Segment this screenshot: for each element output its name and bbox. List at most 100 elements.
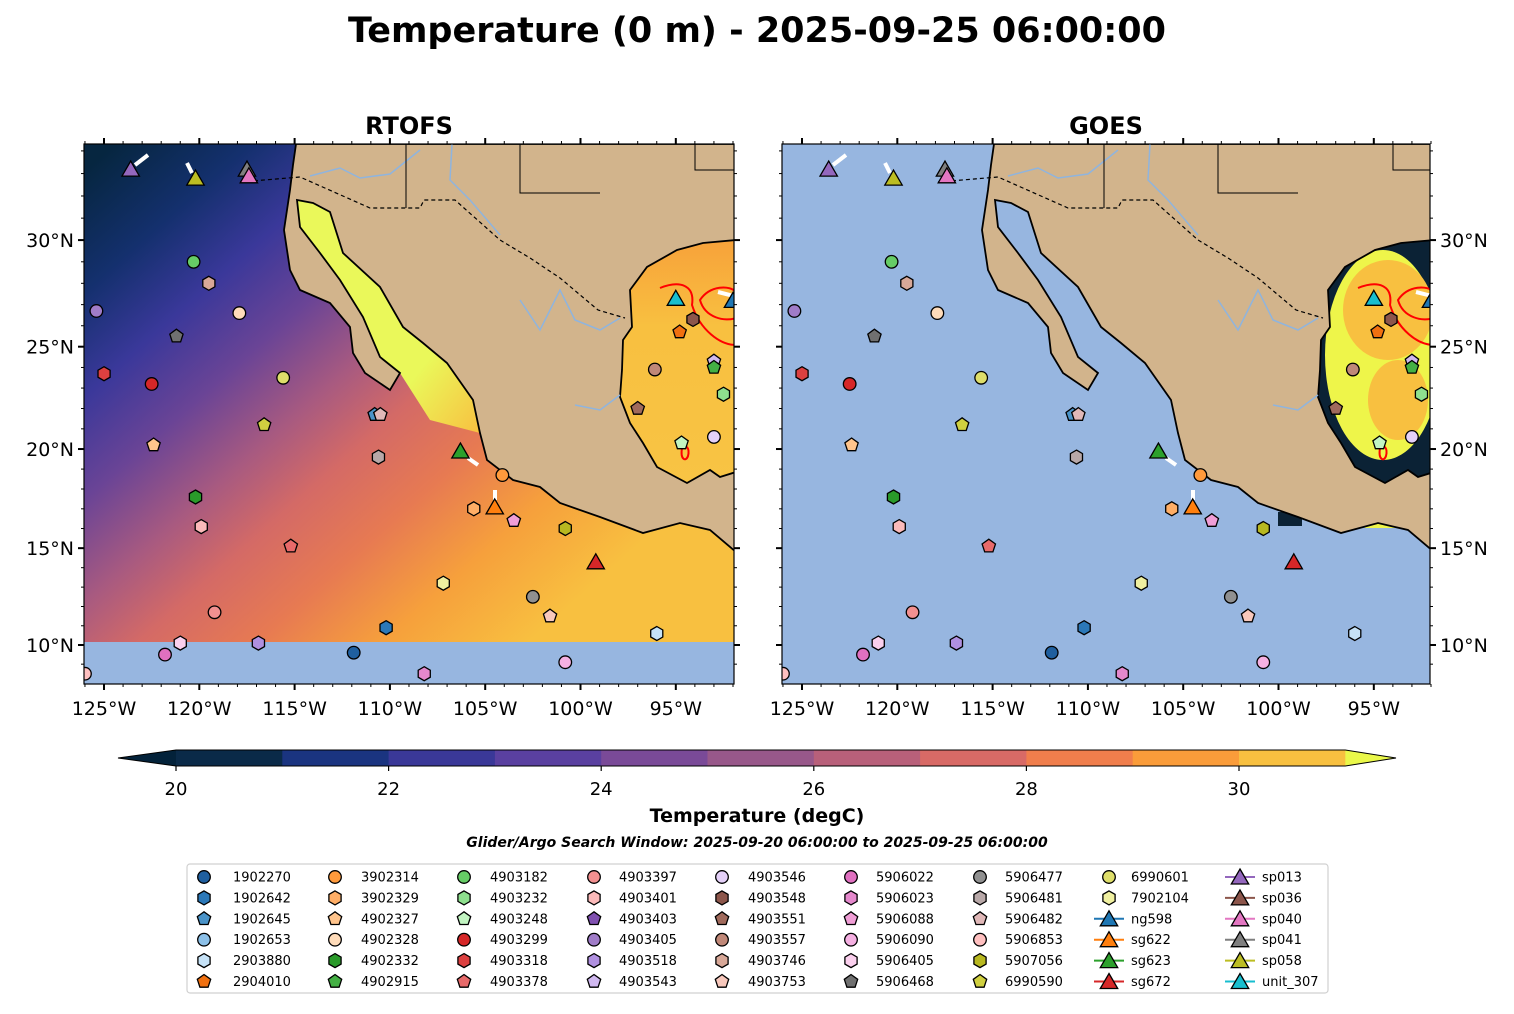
float-4903378-marker bbox=[981, 538, 997, 553]
float-7902104-marker bbox=[1134, 575, 1148, 591]
glider-sg672-marker bbox=[585, 552, 606, 570]
legend-label: 4903248 bbox=[490, 912, 548, 927]
contour-line bbox=[659, 283, 734, 346]
float-4902332-marker bbox=[188, 489, 203, 505]
legend-item: 5906481 bbox=[973, 890, 1063, 906]
legend-label: 1902645 bbox=[233, 912, 291, 927]
glider-ng598-marker bbox=[723, 291, 734, 309]
glider-ng598-marker bbox=[1421, 292, 1430, 309]
country-border bbox=[937, 176, 1324, 319]
gulf-of-california-sst bbox=[297, 200, 480, 433]
float-1902642-marker bbox=[379, 619, 393, 636]
legend-marker-icon bbox=[457, 952, 471, 969]
map-area bbox=[84, 144, 734, 684]
colorbar-bin bbox=[1239, 750, 1346, 766]
legend-item: 5906477 bbox=[973, 870, 1063, 886]
float-3902329-marker bbox=[1165, 501, 1179, 517]
legend-marker-icon bbox=[1230, 972, 1250, 990]
map-panel-rtofs: RTOFS 125°W 120°W 115°W 110°W 105°W 100°W 95°W 1… bbox=[26, 112, 740, 720]
glider-track bbox=[133, 153, 150, 167]
legend-item: 4903753 bbox=[714, 973, 806, 990]
colorbar-tick-label: 24 bbox=[590, 779, 613, 800]
legend-label: 5906482 bbox=[1005, 912, 1063, 927]
legend-marker-icon bbox=[973, 952, 987, 969]
float-4903401-marker bbox=[892, 518, 906, 535]
legend-item: 4903397 bbox=[587, 870, 677, 886]
float-4903546-marker bbox=[706, 429, 721, 444]
legend-label: 4903746 bbox=[748, 954, 806, 969]
colorbar-tick-label: 26 bbox=[802, 779, 825, 800]
colorbar-bin bbox=[1132, 750, 1240, 766]
legend-item: 4902915 bbox=[327, 973, 419, 990]
legend-label: 4903401 bbox=[619, 891, 677, 906]
float-5906482-marker bbox=[1070, 406, 1086, 421]
legend: 1902270 1902642 1902645 1902653 2903880 29040… bbox=[186, 863, 1329, 994]
legend-marker-icon bbox=[587, 870, 601, 884]
float-6990601-marker bbox=[974, 370, 989, 385]
float-4902328-marker bbox=[930, 306, 945, 321]
legend-label: 4903548 bbox=[748, 891, 806, 906]
float-4903548-marker bbox=[686, 311, 700, 328]
legend-item: 4903403 bbox=[586, 911, 677, 927]
land bbox=[283, 144, 734, 552]
legend-item: 4902327 bbox=[327, 911, 419, 927]
float-1902642-marker bbox=[1077, 619, 1091, 636]
float-4903753-marker bbox=[1240, 608, 1256, 623]
glider-sg622-marker bbox=[484, 497, 505, 515]
glider-unit_307-marker bbox=[1364, 288, 1384, 306]
legend-marker-icon bbox=[586, 911, 602, 926]
float-4903318-marker bbox=[97, 365, 111, 382]
legend-item: 1902642 bbox=[197, 890, 291, 906]
lon-tick-label: 125°W bbox=[72, 698, 137, 720]
legend-marker-icon bbox=[196, 911, 212, 926]
legend-marker-icon bbox=[973, 870, 987, 884]
float-5906481-marker bbox=[371, 449, 386, 465]
float-4903405-marker bbox=[787, 304, 802, 318]
legend-label: 5906468 bbox=[876, 975, 934, 990]
float-4903299-marker bbox=[842, 377, 857, 391]
legend-label: 4903753 bbox=[748, 975, 806, 990]
legend-marker-icon bbox=[1099, 930, 1119, 948]
float-6990590-marker bbox=[954, 416, 970, 432]
legend-box bbox=[186, 863, 1329, 994]
legend-marker-icon bbox=[844, 932, 858, 947]
float-5906853-marker bbox=[84, 666, 92, 681]
legend-item: sg622 bbox=[1094, 930, 1171, 948]
lon-tick-label: 115°W bbox=[262, 698, 327, 720]
legend-label: 4903405 bbox=[619, 933, 677, 948]
float-2904010-marker bbox=[1370, 324, 1386, 339]
legend-label: 4903403 bbox=[619, 912, 677, 927]
legend-item: 4903405 bbox=[587, 932, 677, 948]
legend-marker-icon bbox=[587, 932, 601, 947]
float-4903397-marker bbox=[207, 605, 222, 620]
float-4902327-marker bbox=[146, 437, 161, 452]
float-5907056-marker bbox=[1256, 520, 1270, 537]
map-area bbox=[782, 144, 1430, 684]
glider-sg623-marker bbox=[450, 441, 471, 459]
legend-item: 4903378 bbox=[456, 973, 548, 990]
legend-label: 5906090 bbox=[876, 933, 934, 948]
legend-label: 5906405 bbox=[876, 954, 934, 969]
lat-tick-label: 20°N bbox=[26, 439, 74, 461]
glider-sp013-marker bbox=[120, 159, 141, 177]
legend-item: 4902328 bbox=[328, 932, 419, 948]
legend-label: 3902314 bbox=[361, 871, 419, 886]
legend-marker-icon bbox=[972, 911, 988, 926]
legend-label: sg672 bbox=[1131, 975, 1171, 990]
legend-item: 4903401 bbox=[587, 890, 677, 906]
legend-label: 5906477 bbox=[1005, 871, 1063, 886]
legend-item: sp058 bbox=[1225, 951, 1302, 969]
lon-tick-label: 105°W bbox=[1151, 698, 1216, 720]
glider-sp040-marker bbox=[239, 166, 259, 184]
legend-label: 5907056 bbox=[1005, 954, 1063, 969]
legend-marker-icon bbox=[1230, 888, 1250, 906]
float-4903248-marker bbox=[1372, 435, 1387, 450]
legend-item: 4903299 bbox=[457, 932, 548, 948]
legend-label: 5906481 bbox=[1005, 891, 1063, 906]
colorbar-tick-label: 30 bbox=[1228, 779, 1251, 800]
float-5906481-marker bbox=[1069, 449, 1084, 465]
float-7902104-marker bbox=[436, 575, 450, 591]
legend-marker-icon bbox=[197, 870, 211, 884]
float-4902327-marker bbox=[844, 437, 859, 452]
